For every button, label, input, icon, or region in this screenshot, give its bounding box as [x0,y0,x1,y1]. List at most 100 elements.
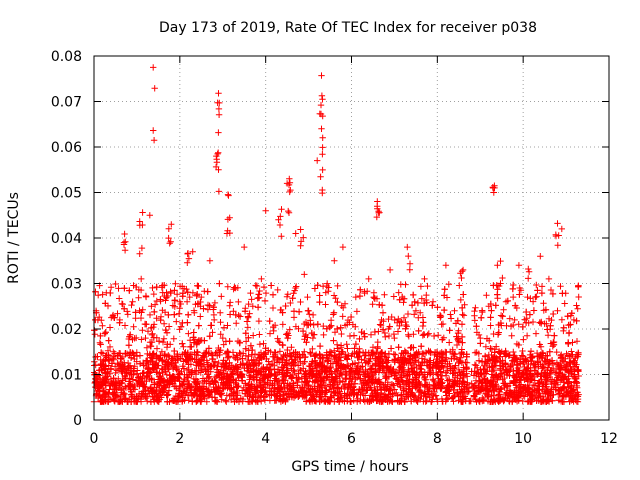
data-point [326,323,333,331]
data-point [575,282,582,289]
data-point [173,318,180,325]
data-point [400,387,407,394]
data-point [237,350,244,358]
data-point [300,387,307,394]
data-point [112,280,119,288]
data-point [255,294,263,301]
data-point [329,382,336,389]
data-point [138,309,145,316]
data-point [405,333,412,340]
data-point [226,338,233,345]
data-point [170,335,177,342]
data-point [356,368,363,375]
data-point [566,329,573,336]
data-point [188,343,195,350]
data-point [209,329,216,336]
data-points [90,64,582,405]
data-point [354,354,361,361]
data-point [386,323,393,330]
data-point [256,331,263,338]
data-point [237,361,244,368]
data-point [97,341,104,348]
data-point [538,289,546,297]
data-point [379,309,387,316]
data-point [419,332,426,339]
data-point [121,322,129,329]
data-point [255,317,263,325]
data-point [518,352,526,359]
data-point [212,397,219,404]
data-point [555,370,563,377]
data-point [234,368,241,376]
data-point [550,391,557,398]
data-point [206,302,213,309]
data-point [494,291,501,298]
data-point [397,383,404,390]
data-point [220,341,227,348]
data-point [179,290,187,297]
data-point [445,281,452,288]
data-point [203,349,210,356]
data-point [282,351,289,359]
data-point [124,311,131,318]
data-point [276,339,283,346]
data-point [231,284,238,291]
data-point [331,329,339,336]
data-point [276,348,284,355]
data-point [275,338,282,345]
data-point [197,313,204,320]
data-point [516,291,523,298]
data-point [371,328,379,336]
data-point [496,359,503,366]
data-point [420,331,427,338]
data-point [536,341,543,348]
data-point [165,311,172,319]
data-point [195,322,202,329]
data-point [241,364,248,372]
data-point [214,363,221,370]
data-point [487,345,494,352]
data-point [557,283,564,290]
data-point [569,351,576,358]
data-point [390,293,397,300]
data-point [254,397,261,404]
data-point [266,317,273,325]
data-point [161,309,169,316]
data-point [193,292,200,299]
data-point [509,285,516,293]
data-point [247,289,254,297]
data-point [369,301,376,308]
data-point [248,296,255,303]
data-point [177,323,185,330]
data-point [221,373,228,380]
data-point [366,365,374,373]
data-point [446,327,453,334]
data-point [175,310,183,317]
data-point [129,336,136,343]
data-point [121,359,128,366]
data-point [107,289,114,297]
data-point [121,390,128,398]
data-point [408,302,416,309]
data-point [261,297,269,305]
data-point [354,398,361,405]
data-point [236,313,244,320]
data-point [266,361,274,368]
data-point [429,302,436,309]
data-point [400,314,408,321]
data-point [176,305,183,312]
data-point [410,291,417,299]
data-point [189,398,196,405]
data-point [106,343,114,351]
data-point [115,375,122,382]
data-point [180,285,188,292]
data-point [427,398,435,405]
data-point [217,391,224,399]
data-point [431,388,438,395]
data-point [183,298,191,305]
data-point [120,391,127,398]
data-point [233,320,240,327]
data-point [350,332,358,339]
data-point [222,397,229,404]
data-point [421,382,428,389]
